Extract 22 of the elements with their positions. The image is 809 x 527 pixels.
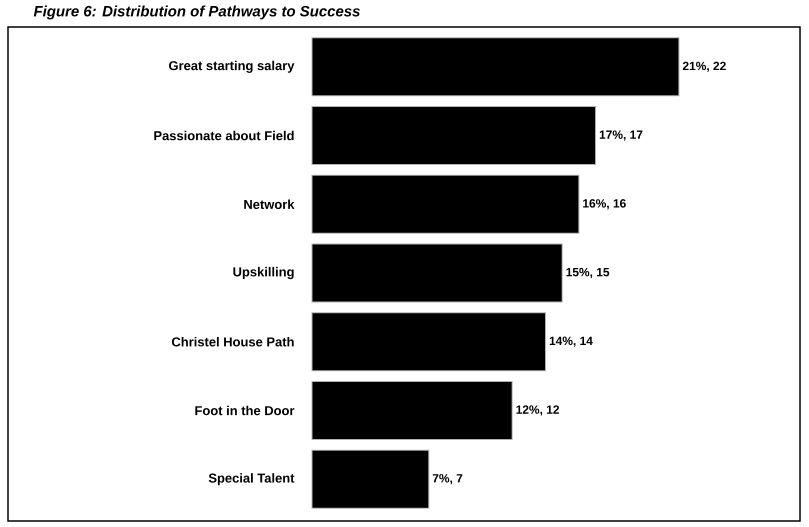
bar	[312, 106, 596, 166]
data-label: 16%, 16	[583, 199, 626, 210]
y-tick-label: Network	[244, 200, 294, 210]
y-tick-label: Special Talent	[208, 473, 294, 486]
bar	[312, 37, 680, 96]
bar	[312, 380, 513, 440]
y-tick-label: Great starting salary	[169, 60, 294, 73]
data-label: 21%, 22	[682, 62, 726, 72]
bar	[312, 174, 580, 234]
chart-title: Figure 6: Distribution of Pathways to Success	[34, 6, 360, 20]
y-tick-label: Passionate about Field	[154, 130, 294, 140]
y-tick-label: Christel House Path	[172, 336, 294, 346]
bar	[312, 450, 430, 509]
data-label: 12%, 12	[516, 405, 560, 416]
data-label: 7%, 7	[432, 474, 462, 484]
bar	[312, 312, 546, 372]
data-label: 14%, 14	[550, 336, 593, 347]
y-tick-label: Upskilling	[233, 266, 294, 280]
data-label: 15%, 15	[566, 268, 610, 278]
data-label: 17%, 17	[600, 130, 642, 141]
bar	[312, 244, 563, 302]
y-tick-label: Foot in the Door	[195, 406, 294, 416]
